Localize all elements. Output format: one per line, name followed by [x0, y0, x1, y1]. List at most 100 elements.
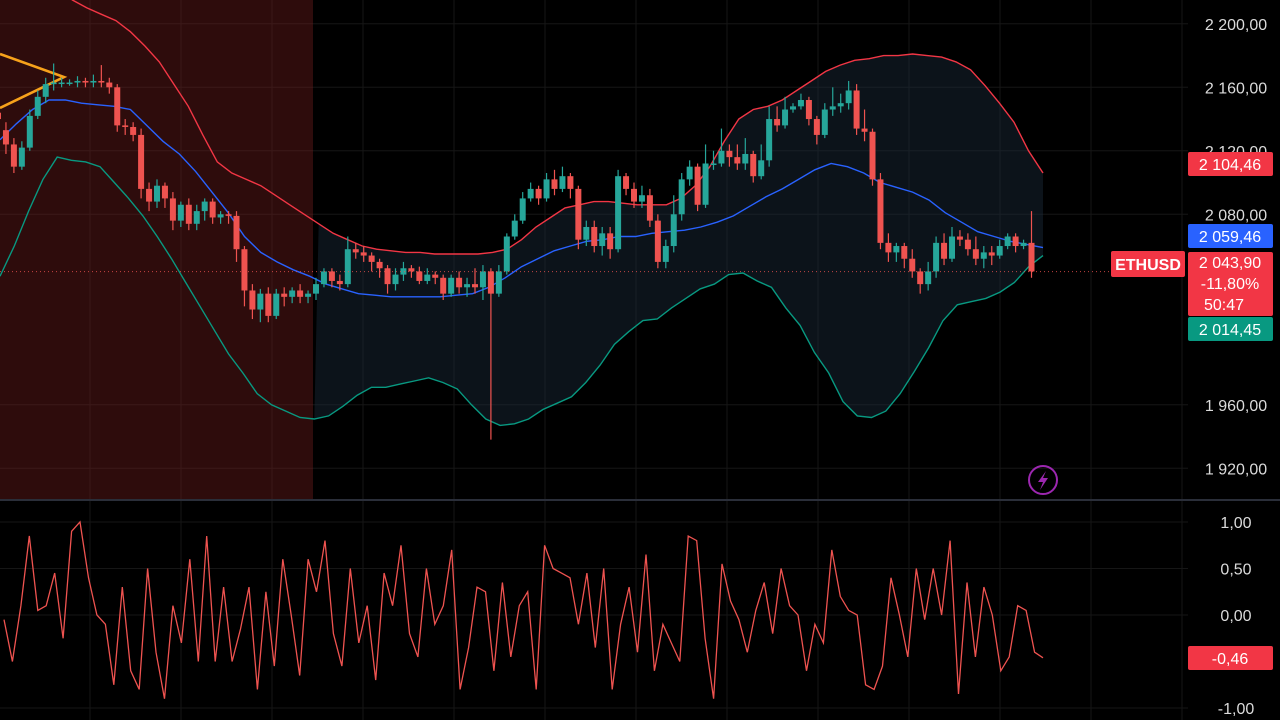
candle: [273, 288, 280, 320]
candle: [106, 77, 113, 94]
candle: [90, 74, 97, 88]
price-change-percent: -11,80%: [1201, 276, 1259, 293]
upper-band-price-tag: 2 104,46: [1188, 152, 1273, 176]
candle: [511, 214, 518, 240]
candle: [972, 236, 979, 266]
candle-body: [336, 280, 343, 285]
candle-body: [972, 249, 979, 259]
candle-body: [567, 176, 574, 189]
current-price-value: 2 043,90: [1199, 255, 1261, 272]
candle: [66, 79, 73, 86]
bollinger-middle-band: [0, 99, 1044, 298]
candle: [861, 109, 868, 142]
candle: [631, 182, 637, 208]
candle: [853, 84, 860, 135]
candle-body: [782, 109, 789, 126]
candle: [217, 211, 224, 224]
grid: [0, 0, 1188, 720]
candle: [885, 233, 892, 262]
candle: [766, 106, 773, 167]
oscillator-value-tag: -0,46: [1188, 646, 1273, 670]
candle: [949, 226, 955, 262]
candle: [599, 226, 606, 256]
candle-body: [885, 242, 892, 253]
candle-body: [750, 153, 757, 177]
candle: [797, 93, 804, 110]
candle-body: [225, 214, 232, 216]
candle-body: [686, 166, 693, 180]
candle: [2, 122, 9, 154]
candle-body: [138, 134, 145, 189]
candle: [996, 239, 1003, 259]
candle: [487, 268, 494, 440]
candle: [893, 242, 900, 262]
candle-body: [344, 249, 351, 285]
candle: [575, 185, 582, 250]
candle: [344, 236, 351, 288]
candle-body: [805, 100, 812, 120]
candle: [225, 211, 232, 224]
oscillator-axis-tick: 0,00: [1220, 608, 1251, 625]
candle: [646, 188, 653, 227]
candle: [829, 87, 836, 116]
candle-body: [837, 103, 844, 107]
candle-body: [82, 80, 89, 83]
candle-body: [0, 112, 1, 120]
candle-body: [877, 179, 884, 243]
candle: [320, 268, 327, 288]
current-price-tag[interactable]: 2 043,90 -11,80% 50:47: [1188, 252, 1273, 316]
candle-body: [185, 204, 192, 224]
candle: [185, 198, 192, 231]
candle: [26, 109, 33, 151]
triangle-drawing[interactable]: [0, 52, 68, 110]
candle-body: [1028, 242, 1035, 272]
candle: [583, 220, 590, 247]
candle-body: [583, 226, 590, 240]
candle-body: [813, 119, 820, 135]
candle-body: [821, 109, 828, 135]
candle: [169, 192, 176, 231]
candle-body: [352, 249, 359, 253]
candle-body: [320, 271, 327, 285]
candle: [305, 290, 312, 304]
candle: [424, 268, 431, 285]
candle-body: [996, 246, 1003, 256]
candle-body: [575, 188, 582, 240]
candle-body: [58, 82, 65, 85]
candle: [503, 233, 510, 275]
candle-body: [615, 176, 622, 250]
candle: [130, 122, 137, 142]
candle: [782, 96, 789, 129]
candle: [432, 271, 439, 285]
candle-body: [654, 220, 661, 262]
candle: [615, 169, 622, 253]
candle: [686, 160, 693, 186]
candle-body: [368, 255, 375, 262]
candle-body: [495, 271, 502, 294]
candle: [877, 173, 884, 250]
oscillator-axis[interactable]: 1,00 0,50 0,00 -1,00: [1218, 515, 1255, 718]
candle: [845, 80, 852, 110]
symbol-label[interactable]: ETHUSD: [1111, 251, 1185, 277]
candle: [18, 141, 25, 170]
candle: [42, 77, 49, 104]
candle: [941, 233, 948, 266]
price-axis-tick: 2 200,00: [1205, 17, 1267, 34]
candle: [567, 173, 574, 199]
lightning-icon[interactable]: [1028, 465, 1058, 495]
candle: [82, 77, 89, 88]
candle-body: [845, 90, 852, 104]
oscillator-axis-tick: 1,00: [1220, 515, 1251, 532]
candle-body: [479, 271, 486, 288]
candle-body: [392, 274, 399, 285]
candle-body: [432, 274, 439, 278]
candle: [122, 119, 129, 135]
candle: [352, 242, 359, 259]
candle-body: [726, 150, 733, 158]
candle-body: [90, 80, 97, 83]
candle: [336, 274, 343, 291]
candle-body: [408, 268, 415, 272]
candle: [964, 233, 971, 256]
candle-body: [26, 115, 33, 148]
